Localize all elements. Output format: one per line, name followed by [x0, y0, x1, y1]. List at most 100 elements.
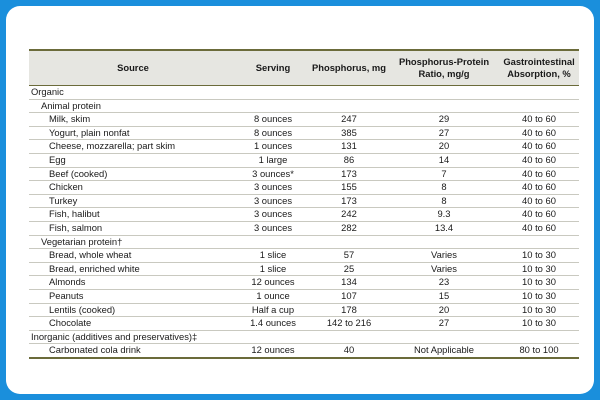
cell-serving: 12 ounces: [237, 343, 309, 359]
subsection-label: Animal protein: [29, 99, 579, 114]
table-row: Fish, halibut 3 ounces 242 9.3 40 to 60: [29, 207, 579, 222]
table-row: Chicken 3 ounces 155 8 40 to 60: [29, 180, 579, 195]
cell-phosphorus: 178: [309, 303, 389, 318]
cell-ratio: 20: [389, 303, 499, 318]
table-row: Almonds 12 ounces 134 23 10 to 30: [29, 275, 579, 290]
cell-ratio: Varies: [389, 248, 499, 263]
phosphorus-sources-table: Source Serving Phosphorus, mg Phosphorus…: [29, 49, 579, 359]
column-header-serving: Serving: [237, 49, 309, 86]
cell-phosphorus: 282: [309, 221, 389, 236]
table-body: Organic Animal protein Milk, skim 8 ounces 2…: [29, 85, 579, 359]
cell-source: Fish, halibut: [29, 207, 237, 222]
cell-phosphorus: 173: [309, 194, 389, 209]
cell-phosphorus: 86: [309, 153, 389, 168]
cell-serving: 1 ounce: [237, 289, 309, 304]
cell-serving: 3 ounces: [237, 180, 309, 195]
cell-source: Chocolate: [29, 316, 237, 331]
table-row: Turkey 3 ounces 173 8 40 to 60: [29, 194, 579, 209]
table-row: Beef (cooked) 3 ounces* 173 7 40 to 60: [29, 167, 579, 182]
cell-phosphorus: 40: [309, 343, 389, 359]
table-header-row: Source Serving Phosphorus, mg Phosphorus…: [29, 49, 579, 86]
cell-absorption: 40 to 60: [499, 112, 579, 127]
cell-source: Almonds: [29, 275, 237, 290]
subsection-row: Animal protein: [29, 99, 579, 114]
cell-serving: 1 large: [237, 153, 309, 168]
cell-source: Milk, skim: [29, 112, 237, 127]
cell-ratio: 23: [389, 275, 499, 290]
cell-source: Cheese, mozzarella; part skim: [29, 139, 237, 154]
table-row: Milk, skim 8 ounces 247 29 40 to 60: [29, 112, 579, 127]
cell-source: Carbonated cola drink: [29, 343, 237, 359]
cell-serving: 8 ounces: [237, 126, 309, 141]
cell-source: Turkey: [29, 194, 237, 209]
content-card: Source Serving Phosphorus, mg Phosphorus…: [6, 6, 594, 394]
table-row: Bread, enriched white 1 slice 25 Varies 10 t…: [29, 262, 579, 277]
cell-ratio: 9.3: [389, 207, 499, 222]
cell-absorption: 40 to 60: [499, 126, 579, 141]
cell-serving: 1 slice: [237, 262, 309, 277]
cell-serving: 3 ounces: [237, 221, 309, 236]
cell-serving: 12 ounces: [237, 275, 309, 290]
cell-serving: 3 ounces: [237, 194, 309, 209]
cell-absorption: 10 to 30: [499, 275, 579, 290]
cell-phosphorus: 107: [309, 289, 389, 304]
cell-ratio: 8: [389, 180, 499, 195]
table-row: Bread, whole wheat 1 slice 57 Varies 10 to 3…: [29, 248, 579, 263]
cell-absorption: 10 to 30: [499, 248, 579, 263]
table-row: Lentils (cooked) Half a cup 178 20 10 to 30: [29, 303, 579, 318]
cell-serving: 3 ounces*: [237, 167, 309, 182]
cell-serving: 3 ounces: [237, 207, 309, 222]
section-label: Inorganic (additives and preservatives)‡: [29, 330, 579, 345]
cell-absorption: 10 to 30: [499, 316, 579, 331]
table-row: Cheese, mozzarella; part skim 1 ounces 131…: [29, 139, 579, 154]
cell-source: Yogurt, plain nonfat: [29, 126, 237, 141]
cell-phosphorus: 25: [309, 262, 389, 277]
table-row: Chocolate 1.4 ounces 142 to 216 27 10 to 30: [29, 316, 579, 331]
table-row: Egg 1 large 86 14 40 to 60: [29, 153, 579, 168]
cell-ratio: 29: [389, 112, 499, 127]
cell-source: Bread, whole wheat: [29, 248, 237, 263]
section-label: Organic: [29, 85, 579, 100]
cell-phosphorus: 385: [309, 126, 389, 141]
cell-ratio: 13.4: [389, 221, 499, 236]
cell-phosphorus: 173: [309, 167, 389, 182]
cell-absorption: 10 to 30: [499, 262, 579, 277]
cell-ratio: Not Applicable: [389, 343, 499, 359]
cell-absorption: 80 to 100: [499, 343, 579, 359]
column-header-source: Source: [29, 49, 237, 86]
column-header-phosphorus: Phosphorus, mg: [309, 49, 389, 86]
cell-ratio: 20: [389, 139, 499, 154]
section-row: Inorganic (additives and preservatives)‡: [29, 330, 579, 345]
cell-source: Lentils (cooked): [29, 303, 237, 318]
cell-source: Bread, enriched white: [29, 262, 237, 277]
cell-source: Fish, salmon: [29, 221, 237, 236]
cell-ratio: Varies: [389, 262, 499, 277]
cell-phosphorus: 247: [309, 112, 389, 127]
cell-absorption: 40 to 60: [499, 153, 579, 168]
cell-ratio: 14: [389, 153, 499, 168]
cell-absorption: 40 to 60: [499, 221, 579, 236]
cell-source: Beef (cooked): [29, 167, 237, 182]
cell-source: Peanuts: [29, 289, 237, 304]
cell-absorption: 10 to 30: [499, 289, 579, 304]
cell-absorption: 40 to 60: [499, 139, 579, 154]
cell-source: Egg: [29, 153, 237, 168]
section-row: Organic: [29, 85, 579, 100]
cell-phosphorus: 142 to 216: [309, 316, 389, 331]
column-header-absorption: Gastrointestinal Absorption, %: [499, 49, 579, 86]
cell-absorption: 40 to 60: [499, 207, 579, 222]
cell-phosphorus: 155: [309, 180, 389, 195]
cell-ratio: 27: [389, 316, 499, 331]
phosphorus-table-container: Source Serving Phosphorus, mg Phosphorus…: [29, 49, 579, 359]
cell-serving: 1 ounces: [237, 139, 309, 154]
cell-phosphorus: 242: [309, 207, 389, 222]
column-header-ratio: Phosphorus-Protein Ratio, mg/g: [389, 49, 499, 86]
cell-absorption: 40 to 60: [499, 167, 579, 182]
cell-phosphorus: 134: [309, 275, 389, 290]
cell-source: Chicken: [29, 180, 237, 195]
cell-serving: 1.4 ounces: [237, 316, 309, 331]
cell-absorption: 40 to 60: [499, 180, 579, 195]
cell-ratio: 15: [389, 289, 499, 304]
cell-serving: 8 ounces: [237, 112, 309, 127]
table-row: Carbonated cola drink 12 ounces 40 Not Appl…: [29, 343, 579, 359]
